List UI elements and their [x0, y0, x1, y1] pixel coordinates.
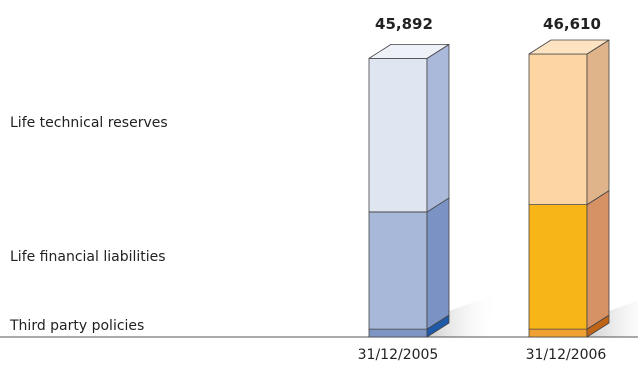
bar-segment-third-party-policies-front — [369, 329, 427, 337]
bar-segment-life-financial-liabilities-front — [369, 212, 427, 329]
label-third-party-policies: Third party policies — [9, 318, 144, 334]
bar-segment-life-technical-reserves-side — [427, 44, 449, 212]
bar-segment-life-technical-reserves-front — [369, 58, 427, 212]
label-life-technical-reserves: Life technical reserves — [10, 115, 168, 131]
x-tick-label-2005: 31/12/2005 — [358, 347, 439, 363]
bar-segment-life-technical-reserves-front — [529, 54, 587, 205]
total-label-2006: 46,610 — [543, 15, 601, 33]
bar-segment-life-technical-reserves-side — [587, 40, 609, 205]
bar-segment-life-financial-liabilities-front — [529, 205, 587, 329]
bar-segment-life-financial-liabilities-side — [427, 198, 449, 329]
bar-segment-third-party-policies-front — [529, 329, 587, 337]
bar-segment-life-financial-liabilities-side — [587, 191, 609, 329]
x-tick-label-2006: 31/12/2006 — [526, 347, 607, 363]
bars — [369, 40, 609, 337]
label-life-financial-liabilities: Life financial liabilities — [10, 249, 166, 265]
total-label-2005: 45,892 — [375, 15, 433, 33]
